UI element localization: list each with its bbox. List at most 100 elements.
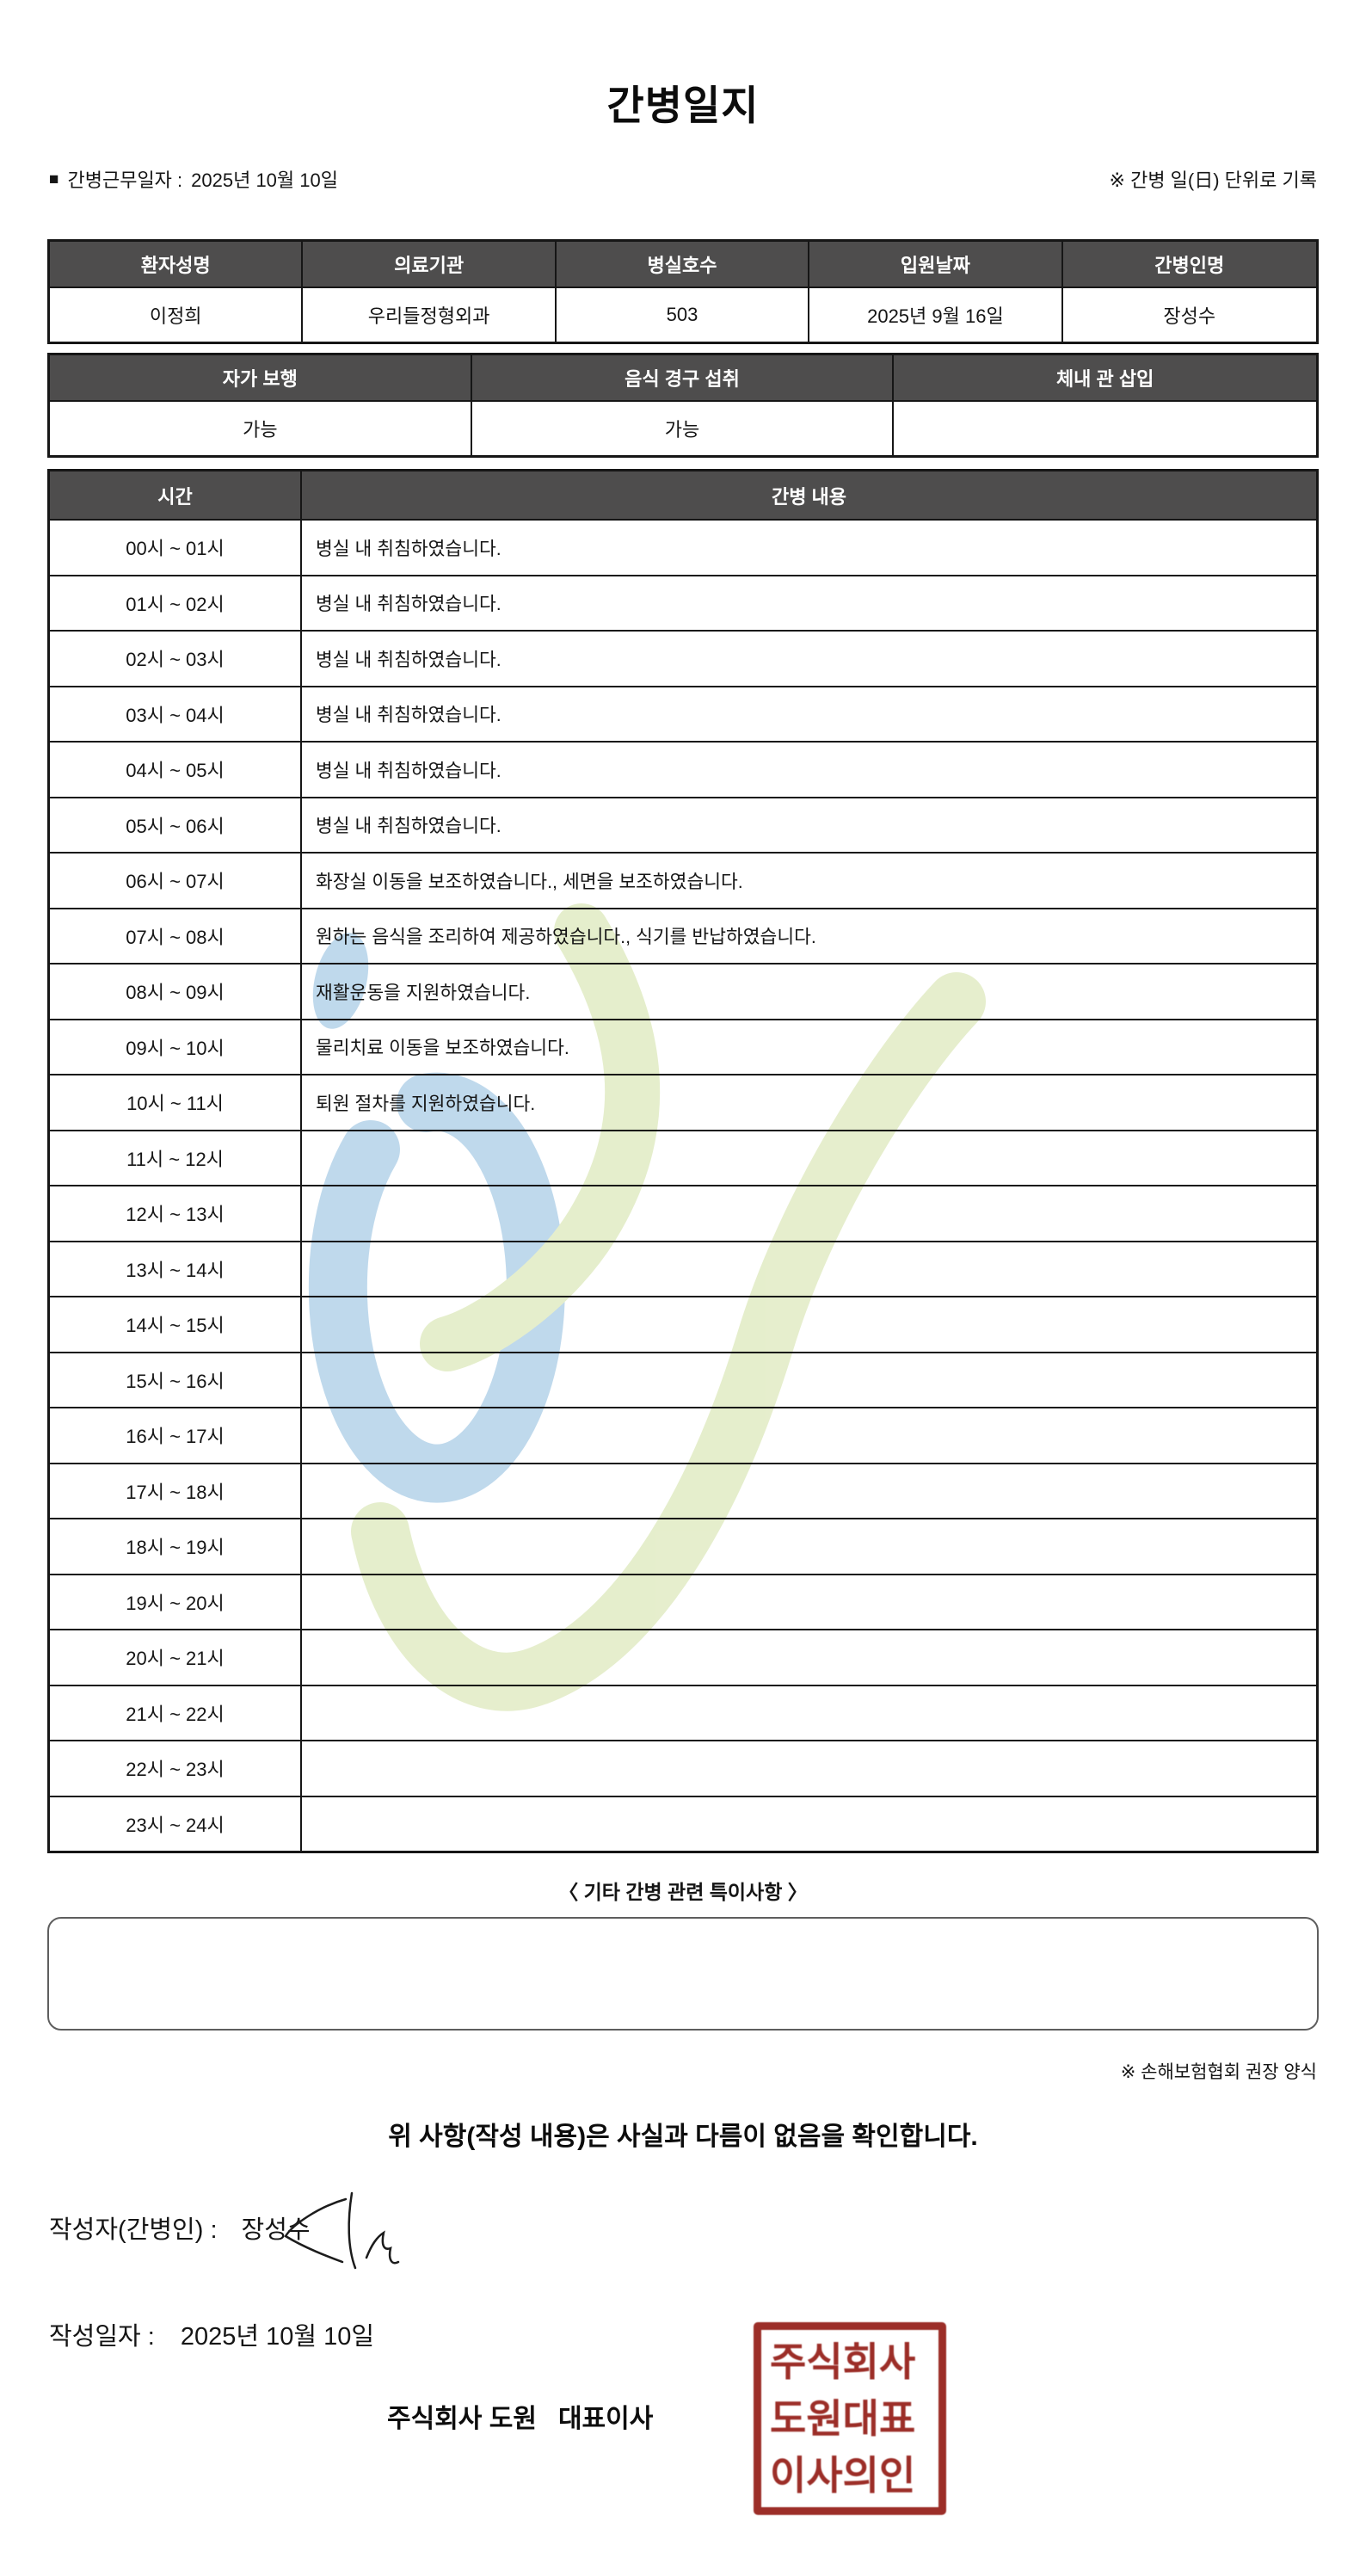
care-row-07: 07시 ~ 08시 원하는 음식을 조리하여 제공하였습니다., 식기를 반납하였… xyxy=(50,909,1316,964)
value-cell-tube-insertion xyxy=(894,402,1316,455)
header-cell-room: 병실호수 xyxy=(556,242,810,287)
condition-table: 자가 보행 음식 경구 섭취 체내 관 삽입 가능 가능 xyxy=(47,353,1319,458)
time-cell: 15시 ~ 16시 xyxy=(50,1353,302,1407)
header-cell-oral-intake: 음식 경구 섭취 xyxy=(471,355,895,400)
care-row-16: 16시 ~ 17시 xyxy=(50,1408,1316,1464)
time-cell: 13시 ~ 14시 xyxy=(50,1242,302,1296)
work-date-label: 간병근무일자 : xyxy=(67,169,183,191)
care-row-13: 13시 ~ 14시 xyxy=(50,1242,1316,1297)
header-cell-tube-insertion: 체내 관 삽입 xyxy=(894,355,1316,400)
header-cell-caregiver: 간병인명 xyxy=(1062,242,1316,287)
content-cell xyxy=(302,1242,1316,1297)
content-cell: 퇴원 절차를 지원하였습니다. xyxy=(316,1093,536,1114)
time-cell: 03시 ~ 04시 xyxy=(50,687,302,741)
write-date-label: 작성일자 : xyxy=(49,2323,155,2351)
care-row-05: 05시 ~ 06시 병실 내 취침하였습니다. xyxy=(50,798,1316,854)
patient-header-row: 환자성명 의료기관 병실호수 입원날짜 간병인명 xyxy=(50,242,1316,288)
care-row-04: 04시 ~ 05시 병실 내 취침하였습니다. xyxy=(50,743,1316,798)
content-cell xyxy=(302,1575,1316,1630)
time-cell: 01시 ~ 02시 xyxy=(50,576,302,630)
write-date-line: 작성일자 : 2025년 10월 10일 xyxy=(49,2316,374,2352)
special-notes-label: 〈 기타 간병 관련 특이사항 〉 xyxy=(558,1881,808,1903)
time-cell: 09시 ~ 10시 xyxy=(50,1020,302,1074)
condition-value-row: 가능 가능 xyxy=(50,402,1316,455)
content-cell xyxy=(302,1519,1316,1574)
care-row-17: 17시 ~ 18시 xyxy=(50,1464,1316,1519)
content-cell xyxy=(302,1297,1316,1352)
time-cell: 14시 ~ 15시 xyxy=(50,1297,302,1352)
content-cell xyxy=(302,1186,1316,1241)
time-cell: 12시 ~ 13시 xyxy=(50,1186,302,1241)
handwritten-signature xyxy=(284,2191,400,2270)
time-cell: 06시 ~ 07시 xyxy=(50,854,302,908)
value-cell-oral-intake: 가능 xyxy=(472,402,895,455)
care-header-row: 시간 간병 내용 xyxy=(50,471,1316,521)
hourly-care-table: 시간 간병 내용 00시 ~ 01시 병실 내 취침하였습니다. 01시 ~ 02… xyxy=(47,469,1319,1853)
company-ceo-line: 주식회사 도원 대표이사 xyxy=(387,2405,654,2433)
page-title: 간병일지 xyxy=(606,83,760,128)
content-cell: 화장실 이동을 보조하였습니다., 세면을 보조하였습니다. xyxy=(316,871,743,892)
stamp-row-3: 이사의인 xyxy=(770,2453,916,2498)
time-cell: 22시 ~ 23시 xyxy=(50,1741,302,1796)
unit-note: ※ 간병 일(日) 단위로 기록 xyxy=(1109,169,1317,191)
writer-label: 작성자(간병인) : xyxy=(49,2216,218,2244)
stamp-row-1: 주식회사 xyxy=(770,2339,916,2384)
confirmation-statement: 위 사항(작성 내용)은 사실과 다름이 없음을 확인합니다. xyxy=(388,2123,978,2151)
care-row-02: 02시 ~ 03시 병실 내 취침하였습니다. xyxy=(50,632,1316,687)
square-bullet-icon: ■ xyxy=(49,169,59,188)
care-row-21: 21시 ~ 22시 xyxy=(50,1685,1316,1741)
care-row-08: 08시 ~ 09시 재활운동을 지원하였습니다. xyxy=(50,964,1316,1020)
time-cell: 08시 ~ 09시 xyxy=(50,964,302,1019)
condition-header-row: 자가 보행 음식 경구 섭취 체내 관 삽입 xyxy=(50,355,1316,402)
header-cell-care-content: 간병 내용 xyxy=(302,471,1316,519)
care-row-06: 06시 ~ 07시 화장실 이동을 보조하였습니다., 세면을 보조하였습니다. xyxy=(50,854,1316,909)
value-cell-admission-date: 2025년 9월 16일 xyxy=(809,288,1063,342)
care-row-15: 15시 ~ 16시 xyxy=(50,1353,1316,1408)
time-cell: 19시 ~ 20시 xyxy=(50,1575,302,1629)
value-cell-caregiver: 장성수 xyxy=(1163,305,1216,327)
work-date-value: 2025년 10월 10일 xyxy=(191,169,338,191)
time-cell: 16시 ~ 17시 xyxy=(50,1408,302,1463)
content-cell: 물리치료 이동을 보조하였습니다. xyxy=(316,1038,569,1059)
care-row-12: 12시 ~ 13시 xyxy=(50,1186,1316,1242)
time-cell: 17시 ~ 18시 xyxy=(50,1464,302,1518)
content-cell xyxy=(302,1464,1316,1519)
care-row-14: 14시 ~ 15시 xyxy=(50,1297,1316,1353)
care-row-23: 23시 ~ 24시 xyxy=(50,1796,1316,1851)
care-row-09: 09시 ~ 10시 물리치료 이동을 보조하였습니다. xyxy=(50,1020,1316,1075)
care-row-22: 22시 ~ 23시 xyxy=(50,1741,1316,1797)
content-cell: 병실 내 취침하였습니다. xyxy=(316,705,501,726)
writer-line: 작성자(간병인) : 장성수 xyxy=(49,2209,311,2246)
header-cell-self-walking: 자가 보행 xyxy=(50,355,472,400)
time-cell: 00시 ~ 01시 xyxy=(50,521,302,575)
time-cell: 05시 ~ 06시 xyxy=(50,798,302,852)
meta-row: ■ 간병근무일자 : 2025년 10월 10일 ※ 간병 일(日) 단위로 기… xyxy=(49,165,1317,193)
care-row-03: 03시 ~ 04시 병실 내 취침하였습니다. xyxy=(50,687,1316,743)
care-row-18: 18시 ~ 19시 xyxy=(50,1519,1316,1575)
content-cell xyxy=(302,1353,1316,1408)
time-cell: 07시 ~ 08시 xyxy=(50,909,302,963)
content-cell xyxy=(302,1131,1316,1186)
content-cell xyxy=(302,1686,1316,1741)
content-cell: 원하는 음식을 조리하여 제공하였습니다., 식기를 반납하였습니다. xyxy=(316,927,816,948)
time-cell: 11시 ~ 12시 xyxy=(50,1131,302,1185)
corporate-seal-stamp: 주식회사 도원대표 이사의인 xyxy=(754,2322,946,2515)
special-notes-box[interactable] xyxy=(47,1917,1319,2031)
header-cell-time: 시간 xyxy=(50,471,302,519)
content-cell xyxy=(302,1630,1316,1685)
time-cell: 10시 ~ 11시 xyxy=(50,1075,302,1130)
writer-name: 장성수 xyxy=(241,2216,311,2244)
care-row-00: 00시 ~ 01시 병실 내 취침하였습니다. xyxy=(50,521,1316,576)
care-row-20: 20시 ~ 21시 xyxy=(50,1630,1316,1686)
patient-info-table: 환자성명 의료기관 병실호수 입원날짜 간병인명 이정희 우리들정형외과 503… xyxy=(47,239,1319,344)
time-cell: 18시 ~ 19시 xyxy=(50,1519,302,1574)
value-cell-hospital: 우리들정형외과 xyxy=(303,288,557,342)
content-cell xyxy=(302,1741,1316,1796)
patient-value-row: 이정희 우리들정형외과 503 2025년 9월 16일 장성수 xyxy=(50,288,1316,342)
care-row-10: 10시 ~ 11시 퇴원 절차를 지원하였습니다. xyxy=(50,1075,1316,1131)
value-cell-self-walking: 가능 xyxy=(50,402,472,455)
work-date-line: ■ 간병근무일자 : 2025년 10월 10일 xyxy=(49,165,338,193)
care-row-19: 19시 ~ 20시 xyxy=(50,1575,1316,1630)
